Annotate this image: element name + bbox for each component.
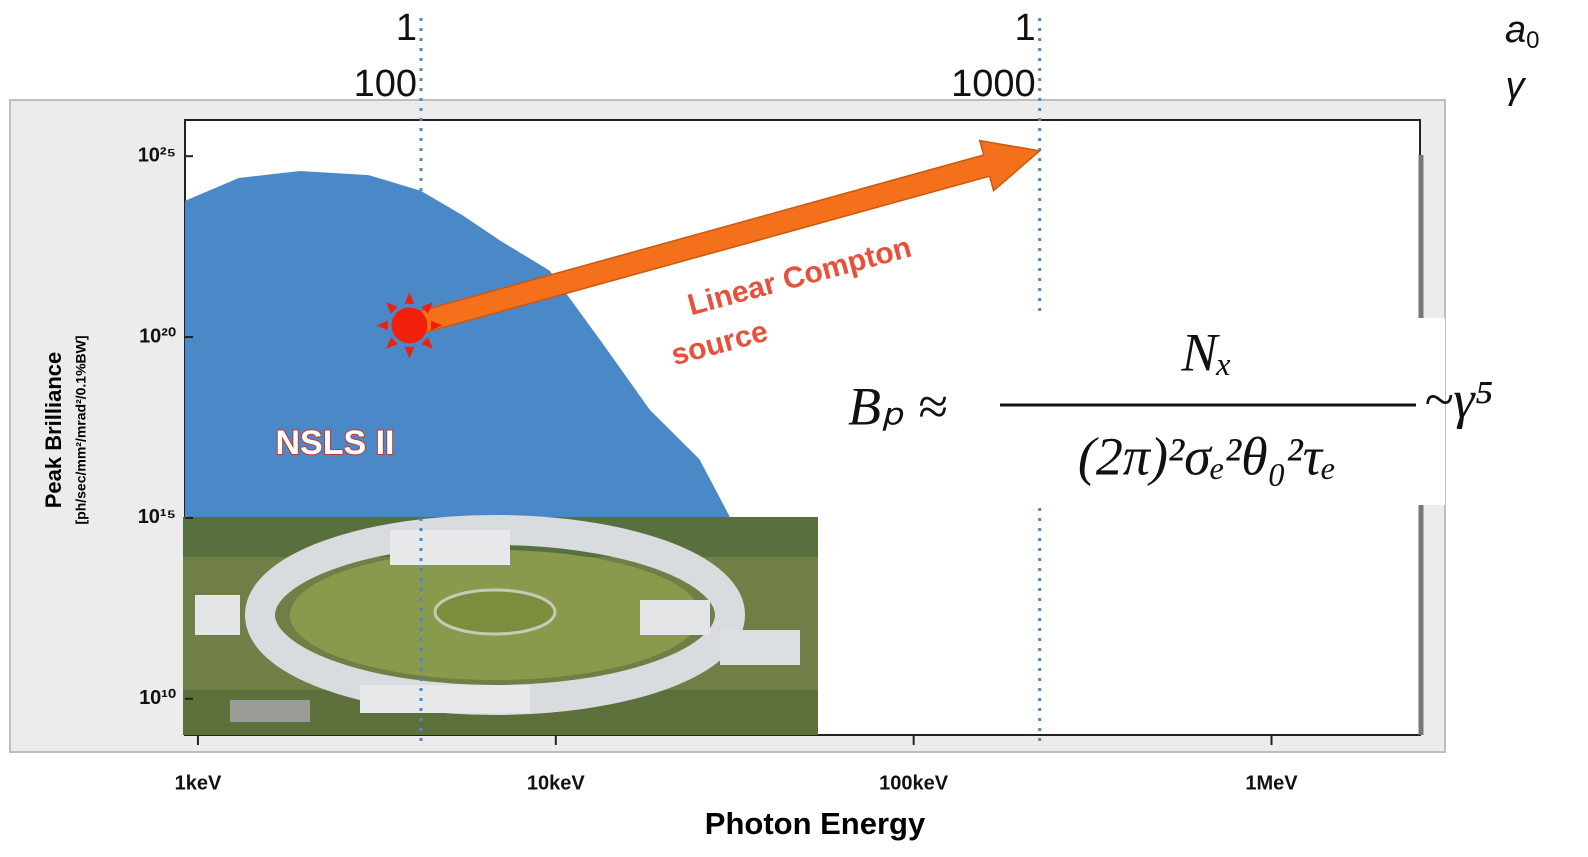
- y-axis-title: Peak Brilliance: [41, 352, 66, 509]
- series-label: NSLS II: [275, 424, 394, 462]
- facility-photo: [183, 517, 818, 735]
- equation-box: Bₚ ≈ Nₓ (2π)²σₑ²θ₀²τₑ ~γ⁵: [820, 318, 1493, 505]
- x-tick-label: 100keV: [879, 772, 949, 794]
- equation-lhs: Bₚ ≈: [848, 376, 947, 436]
- a0-subscript: 0: [1526, 27, 1539, 54]
- source-point: [391, 307, 427, 343]
- gamma-value: 100: [354, 63, 417, 105]
- a0-label: a0: [1505, 9, 1540, 54]
- x-axis-title: Photon Energy: [705, 806, 926, 841]
- gamma-label: γ: [1506, 65, 1527, 107]
- building: [195, 595, 240, 635]
- x-tick-label: 10keV: [527, 772, 585, 794]
- y-tick-label: 10²⁰: [139, 325, 176, 347]
- equation-denominator: (2π)²σₑ²θ₀²τₑ: [1078, 426, 1336, 486]
- a0-value: 1: [396, 7, 417, 49]
- a0-value: 1: [1015, 7, 1036, 49]
- y-axis-units: [ph/sec/mm²/mrad²/0.1%BW]: [73, 335, 89, 524]
- x-tick-label: 1keV: [175, 772, 222, 794]
- y-tick-label: 10¹⁰: [139, 687, 176, 709]
- x-tick-label: 1MeV: [1245, 772, 1298, 794]
- chart: NSLS IILinear Comptonsource Bₚ ≈ Nₓ (2π)…: [0, 0, 1588, 857]
- building: [640, 600, 710, 635]
- gamma-value: 1000: [951, 63, 1036, 105]
- y-tick-label: 10¹⁵: [138, 506, 176, 528]
- building: [720, 630, 800, 665]
- parking-lot: [230, 700, 310, 722]
- equation-rhs: ~γ⁵: [1424, 369, 1493, 429]
- building: [390, 530, 510, 565]
- building: [360, 685, 530, 713]
- y-tick-label: 10²⁵: [138, 144, 176, 166]
- a0-symbol: a: [1505, 9, 1526, 51]
- ring-center: [435, 590, 555, 634]
- equation-numerator: Nₓ: [1180, 322, 1232, 382]
